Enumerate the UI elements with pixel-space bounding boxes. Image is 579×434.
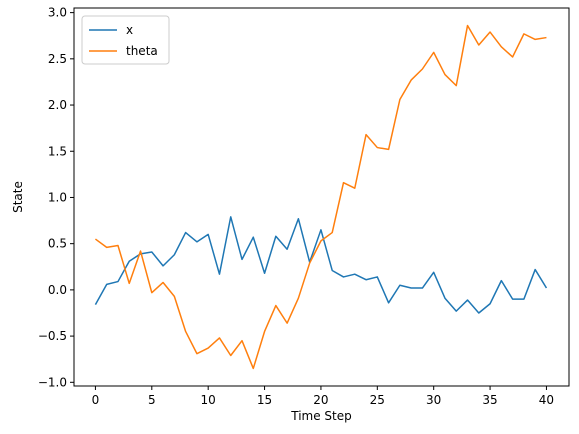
x-tick-label: 25 (370, 393, 385, 407)
x-tick-label: 5 (148, 393, 156, 407)
y-tick-label: 1.0 (48, 190, 67, 204)
y-tick-label: 1.5 (48, 144, 67, 158)
x-tick-label: 0 (92, 393, 100, 407)
series-line-theta (94, 24, 547, 370)
y-tick-label: 2.5 (48, 52, 67, 66)
legend-label-theta: theta (126, 44, 158, 58)
x-axis-title: Time Step (290, 409, 352, 423)
x-tick-label: 20 (313, 393, 328, 407)
y-tick-label: −0.5 (38, 329, 67, 343)
series-layer (94, 24, 548, 370)
x-tick-label: 30 (426, 393, 441, 407)
y-tick-label: 0.5 (48, 237, 67, 251)
plot-frame (73, 7, 570, 387)
legend-label-x: x (126, 23, 133, 37)
y-tick-label: 0.0 (48, 283, 67, 297)
x-tick-label: 35 (482, 393, 497, 407)
y-axis-title: State (11, 181, 25, 213)
y-tick-label: −1.0 (38, 375, 67, 389)
x-tick-label: 40 (539, 393, 554, 407)
series-line-x (94, 216, 548, 314)
legend: x theta (81, 15, 170, 65)
x-tick-label: 15 (257, 393, 272, 407)
y-tick-label: 3.0 (48, 6, 67, 20)
ticks-layer: 0 5 10 15 20 25 30 35 40 −1.0 −0.5 0.0 0.5 1.0 1.5 2.0 2… (38, 6, 554, 407)
x-tick-label: 10 (201, 393, 216, 407)
y-tick-label: 2.0 (48, 98, 67, 112)
legend-box (81, 15, 170, 65)
